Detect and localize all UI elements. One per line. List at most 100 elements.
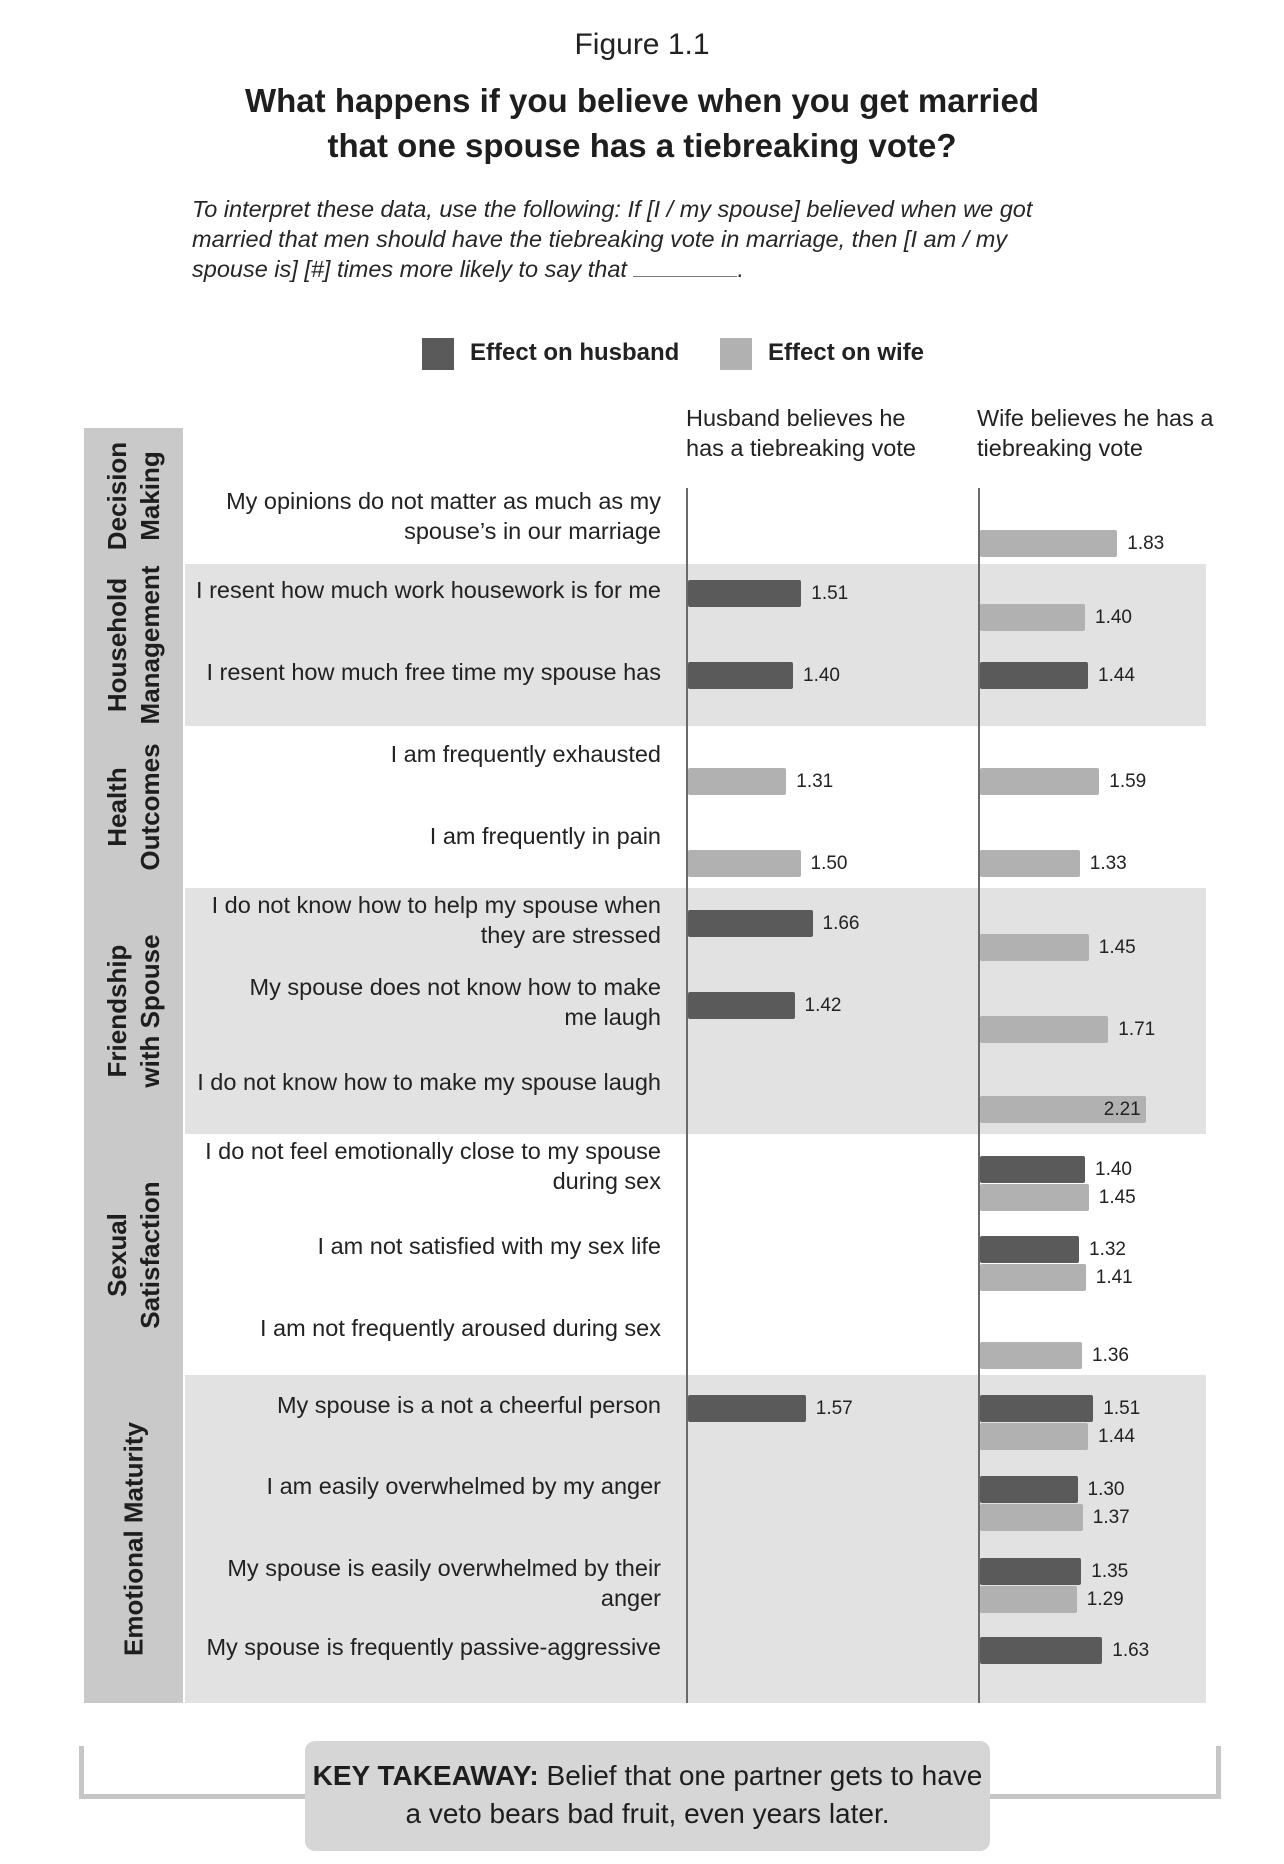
category-label: Household Management <box>101 566 167 725</box>
value-label: 1.44 <box>1098 665 1135 686</box>
takeaway-label: KEY TAKEAWAY: <box>312 1760 539 1791</box>
row-label: My spouse does not know how to make me la… <box>180 972 661 1032</box>
category-label: Decision Making <box>101 442 167 550</box>
row-label-line: I resent how much work housework is for … <box>196 577 661 603</box>
title-line-1: What happens if you believe when you get… <box>245 82 1039 119</box>
category-label-line: Emotional Maturity <box>118 1421 148 1657</box>
bar-wife <box>980 604 1085 631</box>
category-label-line: Outcomes <box>134 743 165 871</box>
row-label: I do not know how to help my spouse when… <box>180 890 661 950</box>
bar-wife <box>688 768 787 795</box>
row-label-line: they are stressed <box>480 922 661 948</box>
figure-label: Figure 1.1 <box>574 28 710 61</box>
bar-husband <box>980 1156 1085 1183</box>
category-label: Health Outcomes <box>101 743 167 870</box>
category-label-line: Friendship <box>101 944 132 1078</box>
bar-husband <box>980 1476 1078 1503</box>
bar-wife <box>688 850 801 877</box>
row-label: I resent how much free time my spouse ha… <box>180 657 661 687</box>
row-label: My spouse is easily overwhelmed by their… <box>180 1553 661 1613</box>
bar-husband <box>688 910 813 937</box>
value-label: 1.63 <box>1112 1640 1150 1661</box>
category-label-line: Making <box>134 451 165 541</box>
row-label-line: My spouse is frequently passive-aggressi… <box>206 1634 661 1660</box>
value-label: 1.33 <box>1089 853 1127 874</box>
bar-husband <box>980 1637 1103 1664</box>
row-label: I am not satisfied with my sex life <box>180 1231 661 1261</box>
category-label: Sexual Satisfaction <box>101 1181 167 1328</box>
bar-wife <box>980 1016 1109 1043</box>
category-friendship-with-spouse: Friendship with Spouse <box>84 888 183 1134</box>
category-label-line: with Spouse <box>134 934 165 1088</box>
category-health-outcomes: Health Outcomes <box>84 726 183 888</box>
value-label: 1.37 <box>1092 1507 1130 1528</box>
takeaway-box: KEY TAKEAWAY: Belief that one partner ge… <box>305 1741 990 1851</box>
bar-wife <box>980 1264 1086 1291</box>
note-end: . <box>737 256 744 282</box>
row-label-line: My opinions do not matter as much as my <box>226 488 661 514</box>
row-label-line: I do not know how to help my spouse when <box>211 892 661 918</box>
row-label-line: I do not know how to make my spouse laug… <box>197 1069 661 1095</box>
value-label: 1.83 <box>1127 533 1165 554</box>
category-sexual-satisfaction: Sexual Satisfaction <box>84 1134 183 1375</box>
value-label: 1.50 <box>810 853 848 874</box>
row-label-line: during sex <box>552 1168 661 1194</box>
value-label: 1.44 <box>1098 1426 1135 1447</box>
category-label-line: Management <box>134 565 165 725</box>
bar-husband <box>688 580 802 607</box>
category-label-line: Household <box>101 577 132 713</box>
category-label-line: Satisfaction <box>134 1180 165 1329</box>
value-label: 1.30 <box>1087 1479 1125 1500</box>
value-label: 1.66 <box>822 913 860 934</box>
value-label: 1.71 <box>1118 1019 1156 1040</box>
legend-label-wife: Effect on wife <box>768 339 925 366</box>
row-label: I am not frequently aroused during sex <box>180 1313 661 1343</box>
category-label: Friendship with Spouse <box>101 934 167 1087</box>
row-label-line: I am not satisfied with my sex life <box>317 1233 661 1259</box>
row-label-line: My spouse does not know how to make <box>249 974 661 1000</box>
category-decision-making: Decision Making <box>84 428 183 564</box>
bar-husband <box>688 662 793 689</box>
bar-husband <box>980 662 1088 689</box>
row-label: I am frequently exhausted <box>180 739 661 769</box>
fill-in-blank <box>633 254 738 277</box>
bar-husband <box>688 992 795 1019</box>
value-label: 1.59 <box>1109 771 1147 792</box>
value-label: 1.31 <box>796 771 834 792</box>
bar-wife <box>980 1504 1083 1531</box>
row-label-line: My spouse is a not a cheerful person <box>276 1392 661 1418</box>
axis-line-husband <box>686 488 688 1703</box>
legend-swatch-husband <box>422 338 454 370</box>
row-label-line: spouse’s in our marriage <box>404 518 661 544</box>
category-household-management: Household Management <box>84 564 183 726</box>
row-label-line: me laugh <box>564 1004 661 1030</box>
bar-wife <box>980 1096 1146 1123</box>
bar-wife <box>980 1423 1088 1450</box>
value-label: 1.29 <box>1086 1589 1124 1610</box>
value-label: 1.36 <box>1092 1345 1129 1366</box>
value-label: 1.40 <box>803 665 840 686</box>
legend-label-husband: Effect on husband <box>470 339 680 366</box>
value-label: 1.42 <box>804 995 842 1016</box>
column-header-wife: Wife believes he has a tiebreaking vote <box>977 405 1214 461</box>
row-label-line: I resent how much free time my spouse ha… <box>206 659 661 685</box>
bar-wife <box>980 850 1080 877</box>
row-label-line: I am frequently exhausted <box>390 741 661 767</box>
row-label: I am frequently in pain <box>180 821 661 851</box>
row-label-line: My spouse is easily overwhelmed by their… <box>227 1555 661 1611</box>
value-label: 1.51 <box>811 583 849 604</box>
category-label-line: Decision <box>101 441 132 551</box>
value-label: 1.40 <box>1095 607 1132 628</box>
bar-wife <box>980 1342 1082 1369</box>
value-label: 1.40 <box>1095 1159 1132 1180</box>
category-label-line: Health <box>101 767 132 847</box>
value-label: 1.35 <box>1091 1561 1129 1582</box>
category-emotional-maturity: Emotional Maturity <box>84 1375 183 1703</box>
bar-wife <box>980 768 1100 795</box>
value-label: 1.45 <box>1098 1187 1136 1208</box>
row-label-line: I am not frequently aroused during sex <box>259 1315 661 1341</box>
value-label: 1.57 <box>815 1398 853 1419</box>
bar-wife <box>980 1586 1077 1613</box>
title-line-2: that one spouse has a tiebreaking vote? <box>327 127 957 164</box>
chart-title: What happens if you believe when you get… <box>140 78 1144 168</box>
